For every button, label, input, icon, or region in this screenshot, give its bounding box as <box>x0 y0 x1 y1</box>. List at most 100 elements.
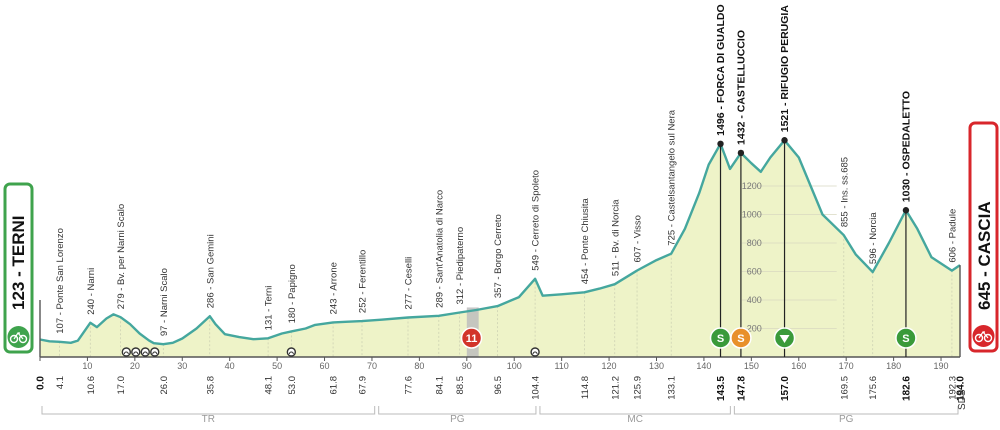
distance-tick-label: 160 <box>791 361 806 371</box>
km-marker-label: 121.2 <box>610 376 621 400</box>
tunnel-arch-icon <box>142 351 148 355</box>
region-bracket <box>539 406 731 415</box>
waypoint-label: 1521 - RIFUGIO PERUGIA <box>779 5 791 133</box>
start-city-label: 123 - TERNI <box>9 216 28 310</box>
waypoint-label: 180 - Papigno <box>287 264 298 323</box>
waypoint-label: 131 - Terni <box>264 286 275 331</box>
finish-bike-wheel-icon <box>974 333 984 343</box>
altitude-tick-label: 1200 <box>742 181 762 191</box>
tunnel-icons <box>121 347 540 357</box>
waypoint-label: 97 - Narni Scalo <box>159 268 170 336</box>
altitude-tick-label: 800 <box>747 238 762 248</box>
waypoint-label: 277 - Ceselli <box>404 257 415 310</box>
waypoint-label: 511 - Bv. di Norcia <box>610 199 621 276</box>
distance-tick-label: 70 <box>367 361 377 371</box>
km-marker-label: 194.0 <box>956 376 967 401</box>
start-bike-wheel-icon <box>18 334 28 344</box>
waypoint-label: 312 - Piedipaterno <box>455 227 466 305</box>
km-marker-label: 192.3 <box>947 376 958 400</box>
tunnel-arch-icon <box>288 351 294 355</box>
distance-tick-label: 10 <box>82 361 92 371</box>
region-bracket <box>733 406 959 415</box>
km-marker-label: 114.8 <box>580 376 591 399</box>
waypoint-label: 289 - Sant'Anatolia di Narco <box>434 190 445 308</box>
distance-tick-label: 120 <box>602 361 617 371</box>
triangle-glyph-icon <box>779 335 790 343</box>
feed-zone-icon <box>460 327 483 349</box>
waypoint-label: 855 - Ins. ss.685 <box>839 157 850 227</box>
waypoint-label: 549 - Cerreto di Spoleto <box>531 170 542 271</box>
finish-badge: 645 - CASCIA <box>968 121 999 353</box>
waypoint-labels: 107 - Ponte San Lorenzo 240 - Narni 279 - … <box>55 4 958 357</box>
region-label: PG <box>450 414 465 425</box>
km-marker-label: 104.4 <box>531 376 542 400</box>
waypoint-label: 454 - Ponte Chiusita <box>580 198 591 285</box>
region-bracket <box>41 406 376 415</box>
summit-dot <box>717 140 724 148</box>
distance-tick-label: 180 <box>886 361 901 371</box>
waypoint-label: 725 - Castelsantangelo sul Nera <box>667 109 678 245</box>
distance-tick-label: 150 <box>744 361 759 371</box>
waypoint-label: 606 - Padule <box>947 209 958 263</box>
waypoint-label: 1030 - OSPEDALETTO <box>900 91 912 202</box>
finish-city-label: 645 - CASCIA <box>975 201 994 310</box>
km-marker-label: 96.5 <box>493 376 504 395</box>
waypoint-label: 596 - Norcia <box>868 212 879 264</box>
distance-tick-label: 190 <box>934 361 949 371</box>
altitude-tick-label: 200 <box>747 324 762 334</box>
waypoint-label: 607 - Visso <box>633 215 644 262</box>
distance-tick-label: 50 <box>272 361 282 371</box>
km-marker-labels: 0.0 4.1 10.6 17.0 26.0 35.8 48.1 53.0 61.8 67.9 77… <box>36 376 967 401</box>
waypoint-label: 279 - Bv. per Narni Scalo <box>116 204 127 309</box>
waypoint-label: 252 - Ferentillo <box>358 250 369 313</box>
km-marker-label: 143.5 <box>716 376 727 401</box>
distance-axis: 10 20 30 40 50 60 70 80 90 100 110 120 130 140 150 160 1… <box>39 265 961 371</box>
waypoint-label: 286 - San Gemini <box>205 234 216 308</box>
distance-tick-label: 20 <box>130 361 140 371</box>
distance-tick-label: 110 <box>554 361 568 371</box>
km-marker-label: 182.6 <box>901 376 912 401</box>
summit-dot <box>737 149 745 157</box>
region-bracket <box>378 406 537 415</box>
distance-tick-label: 30 <box>177 361 187 371</box>
climb-icon <box>895 327 917 349</box>
finish-bike-wheel-icon <box>983 333 993 343</box>
climb-icon-letter: S <box>717 333 724 345</box>
km-marker-label: 147.8 <box>736 376 747 401</box>
profile-area <box>40 140 960 357</box>
km-marker-label: 48.1 <box>264 376 275 395</box>
special-markers: S S S 11 <box>460 327 917 349</box>
distance-tick-label: 90 <box>462 361 472 371</box>
distance-tick-label: 130 <box>649 361 664 371</box>
waypoint-label: 107 - Ponte San Lorenzo <box>55 228 66 334</box>
sprint-icon-letter: S <box>737 333 744 345</box>
summit-dot <box>781 137 788 144</box>
waypoint-label: 357 - Borgo Cerreto <box>493 214 504 298</box>
summit-dot <box>902 207 910 214</box>
km-marker-label: 175.6 <box>868 376 879 400</box>
region-label: TR <box>202 414 215 425</box>
distance-tick-label: 40 <box>225 361 235 371</box>
km-marker-label: 17.0 <box>116 376 127 395</box>
distance-tick-label: 80 <box>414 361 424 371</box>
waypoint-label: 243 - Arrone <box>329 262 340 314</box>
start-bike-wheel-icon <box>9 334 19 344</box>
km-marker-label: 26.0 <box>159 376 170 395</box>
km-marker-label: 0.0 <box>36 376 47 390</box>
altitude-tick-label: 600 <box>747 267 762 277</box>
tunnel-arch-icon <box>123 351 129 355</box>
climb-icon-letter: S <box>902 333 909 345</box>
altitude-tick-label: 1000 <box>742 210 762 220</box>
km-marker-label: 84.1 <box>434 376 445 395</box>
altitude-tick-label: 400 <box>747 295 762 305</box>
feed-zone-icon-letter: 11 <box>466 333 478 345</box>
region-label: MC <box>627 414 643 425</box>
km-marker-label: 53.0 <box>287 376 298 395</box>
finish-bike-frame-icon <box>978 330 989 339</box>
waypoint-label: 1496 - FORCA DI GUALDO <box>715 4 727 135</box>
km-marker-label: 77.6 <box>404 376 415 395</box>
km-marker-label: 35.8 <box>205 376 216 395</box>
km-marker-label: 157.0 <box>780 376 791 401</box>
tunnel-arch-icon <box>152 351 158 355</box>
